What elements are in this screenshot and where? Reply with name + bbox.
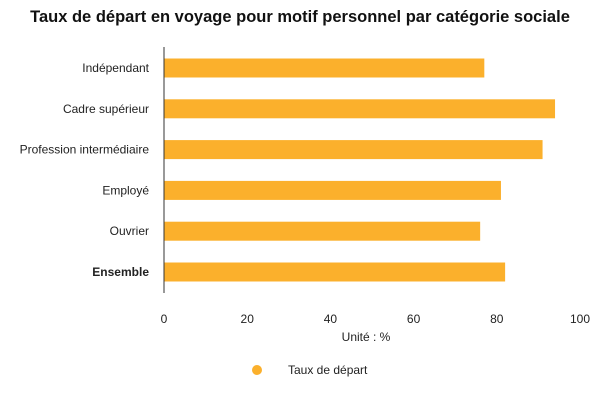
- bar-ind-pendant[interactable]: [164, 58, 485, 78]
- x-tick-label: 20: [241, 312, 255, 326]
- category-label: Indépendant: [82, 61, 149, 75]
- legend-marker-icon: [252, 365, 262, 375]
- bar-employ-[interactable]: [164, 180, 501, 200]
- x-tick-label: 0: [161, 312, 168, 326]
- category-label: Cadre supérieur: [63, 102, 149, 116]
- category-label: Ensemble: [92, 265, 149, 279]
- x-tick-label: 80: [490, 312, 504, 326]
- bar-cadre-sup-rieur[interactable]: [164, 99, 556, 119]
- bar-profession-interm-diaire[interactable]: [164, 140, 543, 160]
- x-tick-label: 40: [324, 312, 338, 326]
- chart-title: Taux de départ en voyage pour motif pers…: [30, 8, 570, 26]
- x-tick-label: 60: [407, 312, 421, 326]
- legend-label: Taux de départ: [288, 363, 368, 377]
- category-label: Ouvrier: [110, 224, 149, 238]
- x-axis-title: Unité : %: [342, 330, 391, 344]
- x-tick-label: 100: [570, 312, 590, 326]
- legend[interactable]: Taux de départ: [252, 363, 367, 377]
- category-label: Employé: [102, 183, 149, 197]
- bar-ouvrier[interactable]: [164, 221, 481, 241]
- bar-ensemble[interactable]: [164, 262, 506, 282]
- category-label: Profession intermédiaire: [20, 143, 150, 157]
